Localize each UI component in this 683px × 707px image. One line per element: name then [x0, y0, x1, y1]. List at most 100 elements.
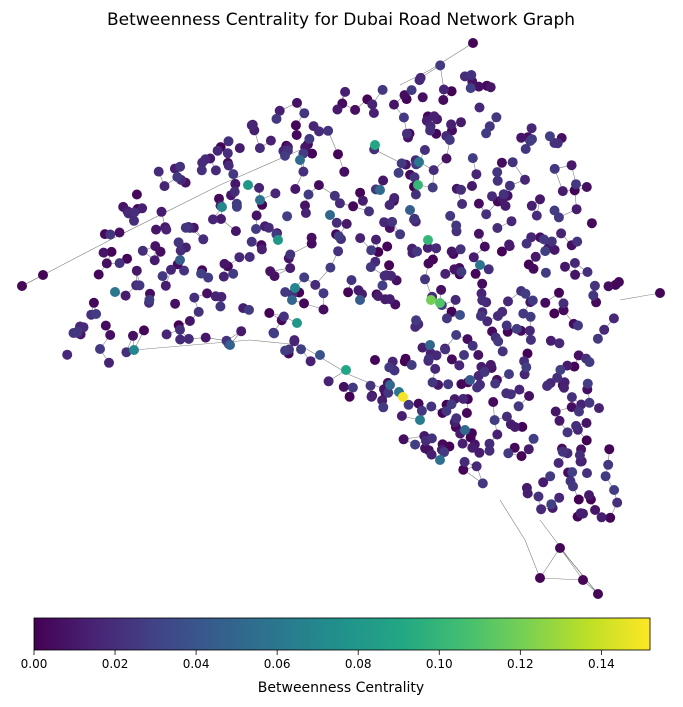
- network-node: [110, 287, 120, 297]
- network-node: [446, 119, 456, 129]
- network-node: [91, 309, 101, 319]
- colorbar-tick-label: 0.02: [102, 657, 129, 671]
- network-node: [201, 333, 211, 343]
- network-node: [251, 224, 261, 234]
- network-node: [545, 131, 555, 141]
- network-node: [105, 230, 115, 240]
- network-node: [604, 281, 614, 291]
- network-node: [378, 281, 388, 291]
- network-node: [468, 38, 478, 48]
- network-node: [428, 377, 438, 387]
- network-node: [298, 167, 308, 177]
- network-node: [583, 267, 593, 277]
- network-node: [420, 145, 430, 155]
- network-node: [270, 188, 280, 198]
- network-node: [550, 164, 560, 174]
- network-node: [447, 399, 457, 409]
- network-node: [512, 324, 522, 334]
- network-node: [504, 240, 514, 250]
- network-node: [350, 105, 360, 115]
- network-node: [455, 310, 465, 320]
- network-node: [310, 280, 320, 290]
- network-node: [189, 293, 199, 303]
- network-node: [559, 298, 569, 308]
- network-node: [412, 247, 422, 257]
- network-node: [503, 296, 513, 306]
- network-node: [367, 99, 377, 109]
- network-node: [497, 158, 507, 168]
- network-node: [535, 573, 545, 583]
- network-node: [503, 448, 513, 458]
- network-node: [340, 87, 350, 97]
- network-node: [399, 113, 409, 123]
- network-node: [457, 199, 467, 209]
- network-node: [411, 315, 421, 325]
- network-node: [160, 181, 170, 191]
- network-node: [228, 269, 238, 279]
- network-node: [429, 111, 439, 121]
- network-node: [296, 344, 306, 354]
- network-node: [371, 235, 381, 245]
- network-node: [415, 75, 425, 85]
- network-node: [454, 360, 464, 370]
- road-edge: [540, 578, 583, 580]
- network-node: [481, 209, 491, 219]
- network-node: [456, 185, 466, 195]
- network-node: [526, 312, 536, 322]
- network-node: [17, 281, 27, 291]
- network-node: [397, 411, 407, 421]
- network-node: [282, 211, 292, 221]
- network-node: [493, 176, 503, 186]
- network-node: [527, 123, 537, 133]
- network-node: [405, 205, 415, 215]
- network-node: [574, 495, 584, 505]
- network-node: [443, 379, 453, 389]
- network-node: [487, 191, 497, 201]
- network-node: [466, 70, 476, 80]
- network-node: [655, 288, 665, 298]
- network-node: [332, 218, 342, 228]
- network-node: [594, 403, 604, 413]
- network-node: [348, 201, 358, 211]
- network-node: [571, 179, 581, 189]
- network-node: [514, 385, 524, 395]
- network-node: [612, 498, 622, 508]
- network-node: [264, 308, 274, 318]
- network-node: [474, 199, 484, 209]
- network-node: [341, 365, 351, 375]
- network-node: [492, 167, 502, 177]
- network-node: [427, 433, 437, 443]
- network-node: [609, 485, 619, 495]
- network-node: [232, 199, 242, 209]
- network-node: [605, 513, 615, 523]
- network-node: [272, 114, 282, 124]
- network-node: [213, 146, 223, 156]
- network-node: [456, 267, 466, 277]
- network-node: [382, 242, 392, 252]
- network-node: [135, 280, 145, 290]
- network-node: [555, 543, 565, 553]
- network-node: [468, 153, 478, 163]
- network-node: [504, 369, 514, 379]
- network-node: [343, 287, 353, 297]
- network-node: [197, 165, 207, 175]
- network-node: [545, 471, 555, 481]
- network-node: [601, 471, 611, 481]
- network-node: [410, 214, 420, 224]
- network-node: [95, 344, 105, 354]
- network-node: [514, 401, 524, 411]
- network-node: [554, 458, 564, 468]
- network-node: [555, 365, 565, 375]
- network-node: [459, 350, 469, 360]
- network-node: [567, 467, 577, 477]
- network-node: [299, 108, 309, 118]
- network-node: [492, 223, 502, 233]
- network-node: [568, 481, 578, 491]
- network-node: [175, 255, 185, 265]
- network-node: [472, 383, 482, 393]
- network-node: [587, 218, 597, 228]
- network-node: [451, 413, 461, 423]
- network-node: [304, 190, 314, 200]
- network-node: [554, 493, 564, 503]
